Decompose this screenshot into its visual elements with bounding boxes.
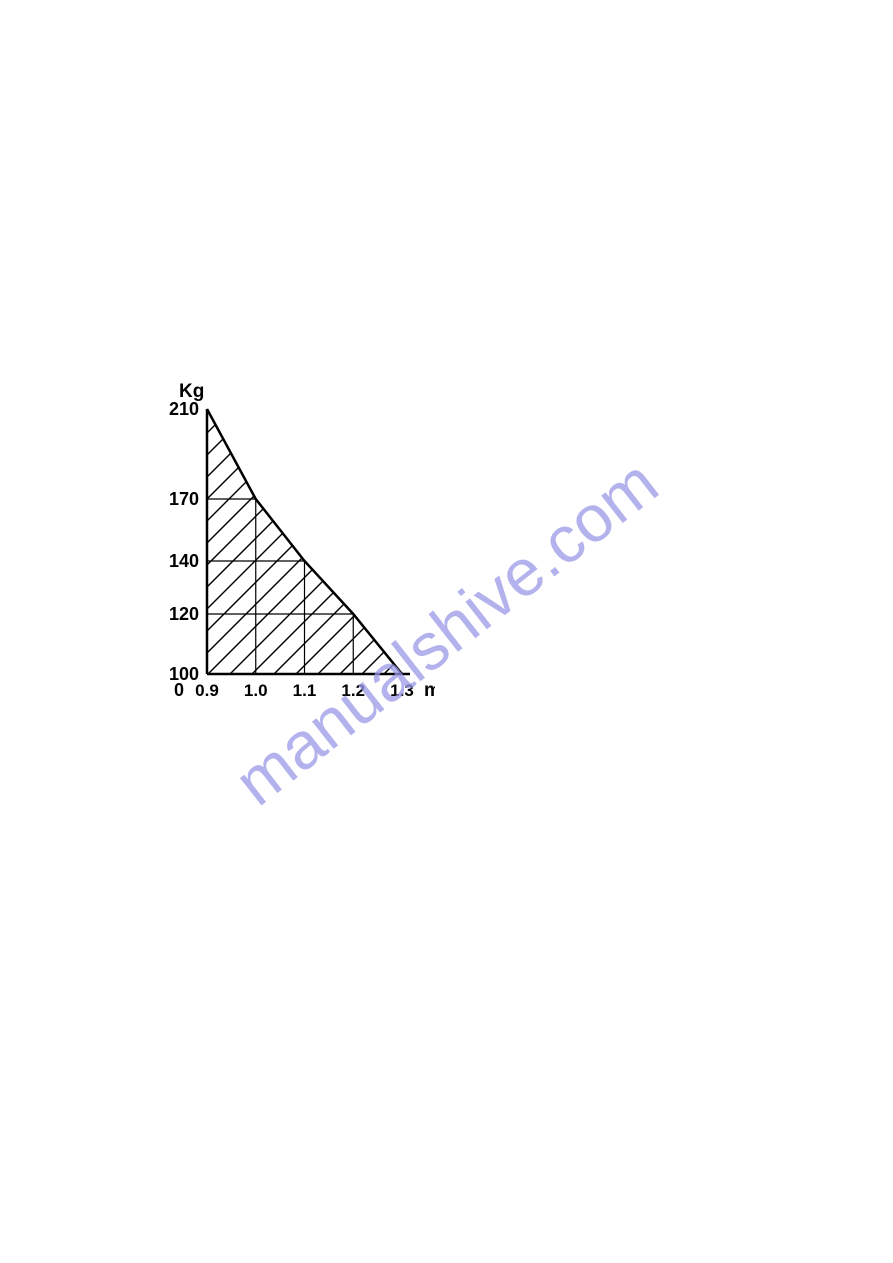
y-tick-label: 120 [169, 604, 199, 624]
x-tick-label: 1.2 [341, 681, 365, 700]
y-tick-label: 170 [169, 489, 199, 509]
x-axis-unit-label: m [424, 680, 435, 701]
load-capacity-chart: Kg21017014012010000.91.01.11.21.3m [155, 375, 435, 735]
origin-label: 0 [174, 680, 184, 700]
chart-svg: Kg21017014012010000.91.01.11.21.3m [155, 375, 435, 735]
x-tick-label: 0.9 [195, 681, 219, 700]
y-tick-label: 140 [169, 551, 199, 571]
x-tick-label: 1.0 [244, 681, 268, 700]
x-tick-label: 1.3 [390, 681, 414, 700]
x-tick-label: 1.1 [293, 681, 317, 700]
y-tick-label: 210 [169, 399, 199, 419]
